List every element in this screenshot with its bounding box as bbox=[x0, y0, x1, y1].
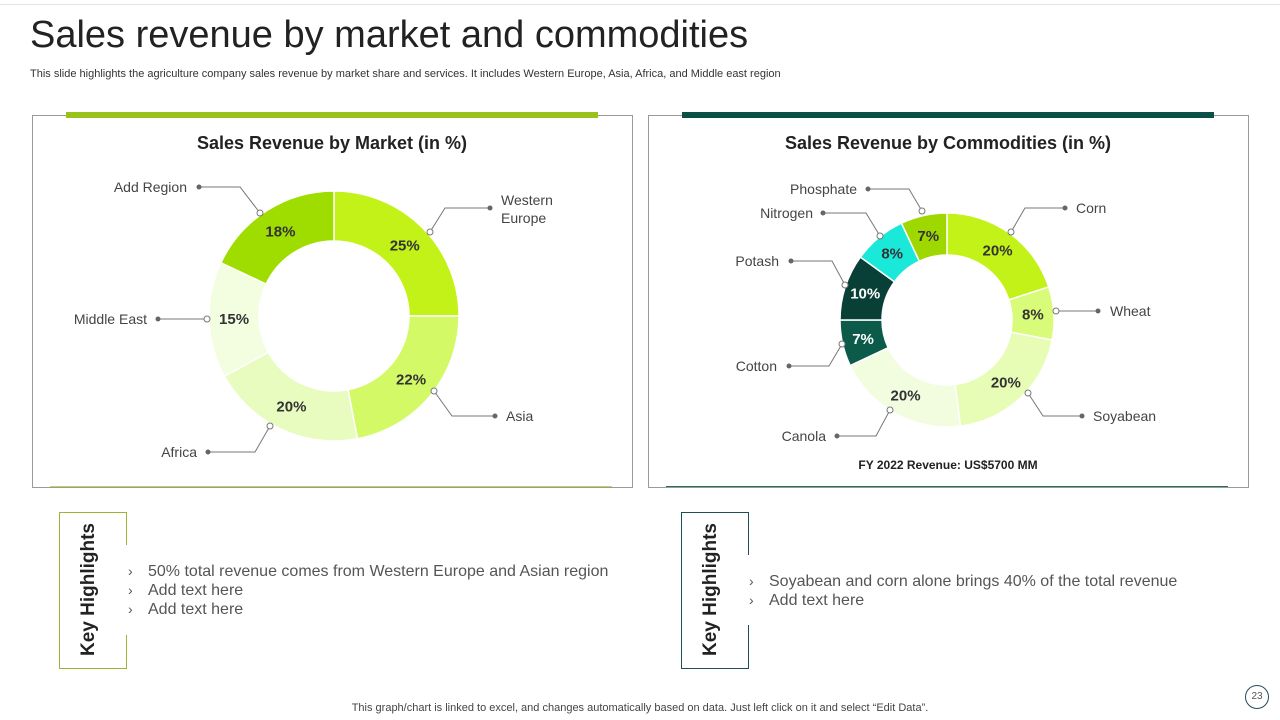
list-item: › 50% total revenue comes from Western Eu… bbox=[128, 562, 608, 581]
list-item: › Soyabean and corn alone brings 40% of t… bbox=[749, 572, 1177, 591]
chevron-right-icon: › bbox=[128, 582, 133, 598]
market-panel-underline bbox=[50, 486, 612, 487]
commodities-panel-underline bbox=[666, 486, 1228, 487]
list-item: › Add text here bbox=[128, 600, 608, 619]
highlight-text: Add text here bbox=[148, 582, 244, 599]
commodities-chart-panel bbox=[648, 115, 1249, 488]
chevron-right-icon: › bbox=[749, 573, 754, 589]
fy-revenue-annotation: FY 2022 Revenue: US$5700 MM bbox=[858, 458, 1038, 472]
highlights-list-right: › Soyabean and corn alone brings 40% of t… bbox=[749, 572, 1177, 610]
market-chart-panel bbox=[32, 115, 633, 488]
page-title: Sales revenue by market and commodities bbox=[30, 14, 749, 56]
highlight-text: Add text here bbox=[769, 592, 865, 609]
highlight-text: 50% total revenue comes from Western Eur… bbox=[148, 563, 609, 580]
top-divider bbox=[0, 4, 1280, 5]
page-subtitle: This slide highlights the agriculture co… bbox=[30, 68, 781, 80]
box-gap-mask bbox=[742, 555, 752, 625]
list-item: › Add text here bbox=[128, 581, 608, 600]
key-highlights-heading-right: Key Highlights bbox=[700, 523, 721, 657]
chevron-right-icon: › bbox=[128, 563, 133, 579]
market-chart-title: Sales Revenue by Market (in %) bbox=[196, 133, 468, 153]
market-panel-accent-bar bbox=[66, 112, 598, 118]
footer-note: This graph/chart is linked to excel, and… bbox=[351, 702, 929, 714]
list-item: › Add text here bbox=[749, 591, 1177, 610]
highlight-text: Soyabean and corn alone brings 40% of th… bbox=[769, 573, 1178, 590]
highlight-text: Add text here bbox=[148, 601, 244, 618]
box-gap-mask bbox=[120, 545, 130, 635]
highlights-list-left: › 50% total revenue comes from Western Eu… bbox=[128, 562, 608, 619]
page-number: 23 bbox=[1245, 685, 1269, 709]
key-highlights-heading-left: Key Highlights bbox=[78, 523, 99, 657]
commodities-chart-title: Sales Revenue by Commodities (in %) bbox=[784, 133, 1112, 153]
commodities-panel-accent-bar bbox=[682, 112, 1214, 118]
chevron-right-icon: › bbox=[128, 601, 133, 617]
chevron-right-icon: › bbox=[749, 592, 754, 608]
